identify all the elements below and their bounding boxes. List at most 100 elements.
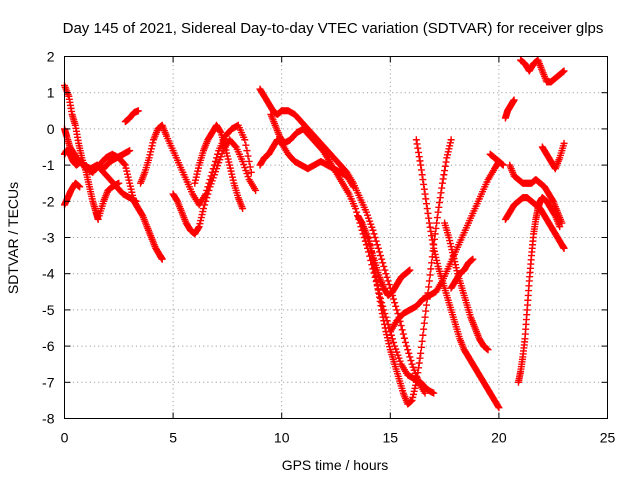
data-point [494,402,502,410]
data-point [378,310,386,318]
data-point [399,330,407,338]
x-tick-label: 25 [600,430,616,446]
data-point [415,153,423,161]
data-point [418,171,426,179]
data-point [367,244,375,252]
y-tick-label: 2 [47,49,55,65]
data-point [205,186,213,194]
series-arc-z [538,139,568,173]
x-tick-label: 15 [383,430,399,446]
data-point [415,364,423,372]
data-point [384,277,392,285]
data-point [428,232,436,240]
data-point [365,234,373,241]
series-arc-i [169,136,260,238]
data-point [243,147,251,155]
data-point [422,307,430,315]
data-point [370,264,378,272]
x-tick-label: 0 [61,430,69,446]
data-point [423,200,430,208]
data-point [437,189,445,197]
data-point [378,306,386,314]
data-point [203,194,211,202]
data-point [417,166,425,174]
data-point [388,335,396,343]
data-point [439,175,447,183]
data-point [420,325,428,333]
data-point [367,248,375,256]
data-point [374,244,382,252]
data-point [414,369,422,377]
data-point [382,270,390,278]
data-point [239,205,247,213]
data-point [231,142,239,150]
x-tick-label: 10 [274,430,290,446]
data-point [241,136,249,144]
y-tick-label: 1 [47,85,55,101]
data-point [484,346,492,354]
data-point [379,313,387,321]
data-point [419,331,427,339]
series-arc-p [386,157,503,336]
data-point [417,343,425,351]
data-point [403,342,411,350]
data-point [417,349,425,357]
series-arc-w [514,194,564,386]
x-axis-label: GPS time / hours [282,457,389,473]
data-point [438,184,446,192]
data-point [560,139,568,147]
data-point [495,404,503,412]
data-point [201,201,209,209]
data-point [415,148,423,156]
data-point [375,289,383,297]
data-point [194,224,202,232]
data-point [380,262,388,270]
data-point [115,179,123,187]
data-point [428,236,436,244]
data-point [200,205,208,213]
data-point [429,240,437,248]
data-point [425,214,433,222]
y-tick-label: -5 [42,302,55,318]
data-point [420,180,428,188]
data-point [373,281,381,289]
data-point [405,349,413,357]
data-point [440,171,448,179]
data-point [373,241,381,249]
series-arc-l [256,85,429,397]
data-point [436,194,444,202]
series-arc-n [354,212,414,299]
data-point [436,199,444,207]
data-point [560,244,568,252]
data-point [426,223,434,231]
series-arc-v [517,56,568,86]
data-point [381,320,389,328]
data-point [373,276,381,284]
data-point [418,337,426,345]
data-point [558,219,566,227]
data-point [427,227,435,235]
data-point [414,144,422,152]
data-point [413,140,421,148]
data-point [381,324,389,332]
series-arc-u [501,96,518,122]
series-arc-j [191,121,247,213]
data-point [390,295,398,303]
data-point [433,214,441,222]
data-point [376,297,384,305]
data-point [438,179,446,187]
data-point [433,219,441,227]
data-point [422,195,430,203]
data-point [423,301,430,309]
x-tick-label: 5 [169,430,177,446]
data-point [421,313,429,321]
data-point [366,241,374,249]
data-point [372,237,380,245]
data-point [420,185,428,193]
data-point [120,160,128,168]
data-point [430,389,438,397]
series-arc-y [501,194,568,252]
data-point [397,322,405,330]
data-point [372,272,380,280]
